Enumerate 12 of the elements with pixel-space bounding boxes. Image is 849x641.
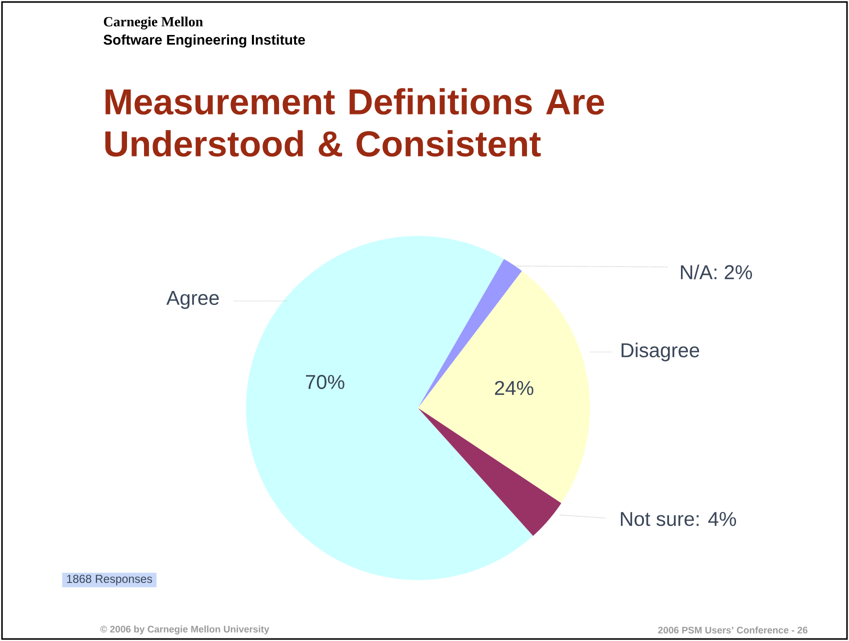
text: Software Engineering Institute xyxy=(104,34,305,48)
text: 2006 PSM Users’ Conference - 26 xyxy=(658,626,808,634)
text: 1868 Responses xyxy=(67,574,152,586)
data-label: 24% xyxy=(494,380,534,396)
slice-label: Disagree xyxy=(622,342,700,362)
text: © 2006 by Carnegie Mellon University xyxy=(100,626,270,634)
data-label: 70% xyxy=(306,374,344,390)
slice-label: Agree xyxy=(166,291,219,309)
chart-title: Measurement Definitions Are Understood & Consistent xyxy=(105,88,604,157)
slice-label: Not sure: 4% xyxy=(620,512,736,526)
slice-label: N/A: 2% xyxy=(680,264,752,280)
text: Carnegie Mellon xyxy=(104,16,203,30)
